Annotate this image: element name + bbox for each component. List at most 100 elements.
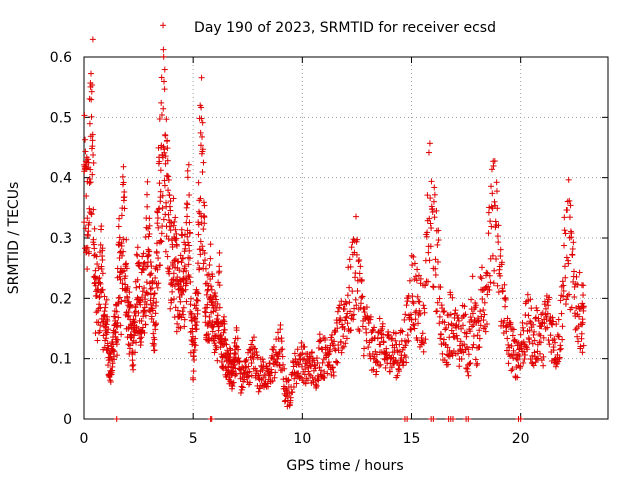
data-point (213, 344, 220, 351)
data-point (328, 334, 335, 341)
data-point (172, 236, 179, 243)
data-point (88, 96, 95, 103)
data-point (158, 111, 165, 118)
data-point (160, 105, 167, 112)
data-point (346, 284, 353, 291)
y-tick-label: 0.3 (50, 231, 72, 247)
data-point (170, 222, 177, 229)
data-point (319, 359, 326, 366)
data-point (236, 358, 243, 365)
data-point (422, 282, 429, 289)
data-point (142, 321, 149, 328)
data-point (329, 364, 336, 371)
data-point (325, 351, 332, 358)
data-point (146, 230, 153, 237)
data-point (179, 255, 186, 262)
data-point (422, 336, 429, 343)
data-point (427, 243, 434, 250)
data-point (85, 248, 92, 255)
data-point (268, 366, 275, 373)
data-point (336, 317, 343, 324)
data-point (203, 291, 210, 298)
data-point (407, 311, 414, 318)
data-point (119, 268, 126, 275)
data-point (389, 335, 396, 342)
data-point (196, 264, 203, 271)
data-point (402, 342, 409, 349)
data-point (154, 220, 161, 227)
data-point (355, 258, 362, 265)
data-point (178, 291, 185, 298)
data-point (90, 151, 97, 158)
data-point (178, 226, 185, 233)
y-tick-label: 0.6 (50, 50, 72, 66)
data-point (124, 313, 131, 320)
data-point (410, 253, 417, 260)
data-point (173, 242, 180, 249)
data-point (250, 334, 257, 341)
data-point (436, 295, 443, 302)
data-point (117, 249, 124, 256)
data-point (340, 333, 347, 340)
data-point (287, 394, 294, 401)
data-point (440, 308, 447, 315)
data-point (99, 245, 106, 252)
data-point (118, 242, 125, 249)
data-point (131, 319, 138, 326)
data-point (216, 282, 223, 289)
data-point (167, 198, 174, 205)
data-point (161, 78, 168, 85)
data-point (201, 202, 208, 209)
data-point (89, 143, 96, 150)
data-point (89, 171, 96, 178)
data-point (161, 66, 168, 73)
data-point (171, 218, 178, 225)
data-point (414, 293, 421, 300)
data-point (179, 308, 186, 315)
data-point (187, 301, 194, 308)
data-point (327, 348, 334, 355)
data-point (322, 336, 329, 343)
data-point (352, 213, 359, 220)
data-point (439, 350, 446, 357)
data-point (156, 115, 163, 122)
data-point (199, 243, 206, 250)
data-point (162, 248, 169, 255)
data-point (165, 235, 172, 242)
data-point (81, 219, 88, 226)
data-point (107, 378, 114, 385)
data-point (186, 274, 193, 281)
data-point (299, 356, 306, 363)
data-point (124, 294, 131, 301)
data-point (410, 322, 417, 329)
data-point (367, 313, 374, 320)
data-point (133, 284, 140, 291)
data-point (411, 260, 418, 267)
data-point (186, 255, 193, 262)
data-point (184, 201, 191, 208)
data-point (207, 283, 214, 290)
data-point (161, 177, 168, 184)
data-point (332, 328, 339, 335)
data-point (374, 335, 381, 342)
data-point (164, 145, 171, 152)
data-point (410, 300, 417, 307)
data-point (304, 377, 311, 384)
data-point (99, 256, 106, 263)
data-point (196, 210, 203, 217)
data-point (215, 279, 222, 286)
data-point (87, 166, 94, 173)
data-point (158, 230, 165, 237)
data-point (408, 316, 415, 323)
data-point (116, 273, 123, 280)
data-point (312, 365, 319, 372)
data-point (414, 337, 421, 344)
data-point (382, 350, 389, 357)
data-point (403, 359, 410, 366)
y-tick-label: 0.2 (50, 291, 72, 307)
data-point (414, 266, 421, 273)
data-point (343, 313, 350, 320)
data-point (216, 249, 223, 256)
data-point (269, 352, 276, 359)
data-point (255, 388, 262, 395)
